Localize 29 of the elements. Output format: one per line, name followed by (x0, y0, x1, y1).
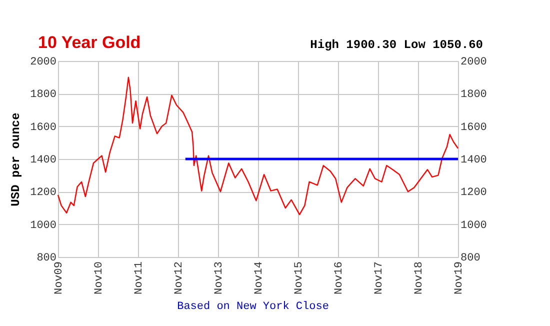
chart-title: 10 Year Gold (38, 33, 141, 52)
y-axis-title: USD per ounce (9, 112, 24, 206)
y2-tick-label: 1000 (460, 220, 487, 232)
y2-tick-label: 800 (460, 252, 480, 264)
y-tick-label: 2000 (30, 56, 56, 68)
x-tick-label: Nov13 (214, 262, 226, 295)
y-tick-label: 1600 (30, 122, 56, 134)
y-tick-label: 1000 (30, 220, 56, 232)
x-tick-label: Nov09 (54, 262, 66, 295)
y2-tick-label: 1400 (460, 154, 487, 166)
y2-tick-label: 2000 (460, 56, 487, 68)
line-series (57, 76, 459, 216)
x-tick-label: Nov19 (454, 262, 466, 295)
x-tick-label: Nov12 (174, 262, 186, 295)
x-tick-label: Nov11 (133, 261, 146, 295)
text: Based on New York Close (177, 301, 329, 313)
x-tick-label: Nov16 (334, 262, 346, 295)
x-tick-label: Nov14 (254, 261, 266, 295)
y2-tick-label: 1600 (460, 122, 487, 134)
y2-tick-label: 1200 (460, 187, 487, 200)
y-tick-label: 1200 (30, 187, 56, 200)
y2-tick-label: 1800 (460, 89, 487, 102)
y-tick-label: 1800 (30, 89, 56, 102)
y-tick-label: 1400 (30, 154, 56, 166)
x-tick-label: Nov18 (414, 262, 426, 295)
chart-subtitle: High 1900.30 Low 1050.60 (310, 38, 483, 52)
x-tick-label: Nov17 (374, 262, 386, 295)
x-tick-label: Nov15 (293, 262, 306, 295)
x-tick-label: Nov10 (93, 262, 106, 295)
